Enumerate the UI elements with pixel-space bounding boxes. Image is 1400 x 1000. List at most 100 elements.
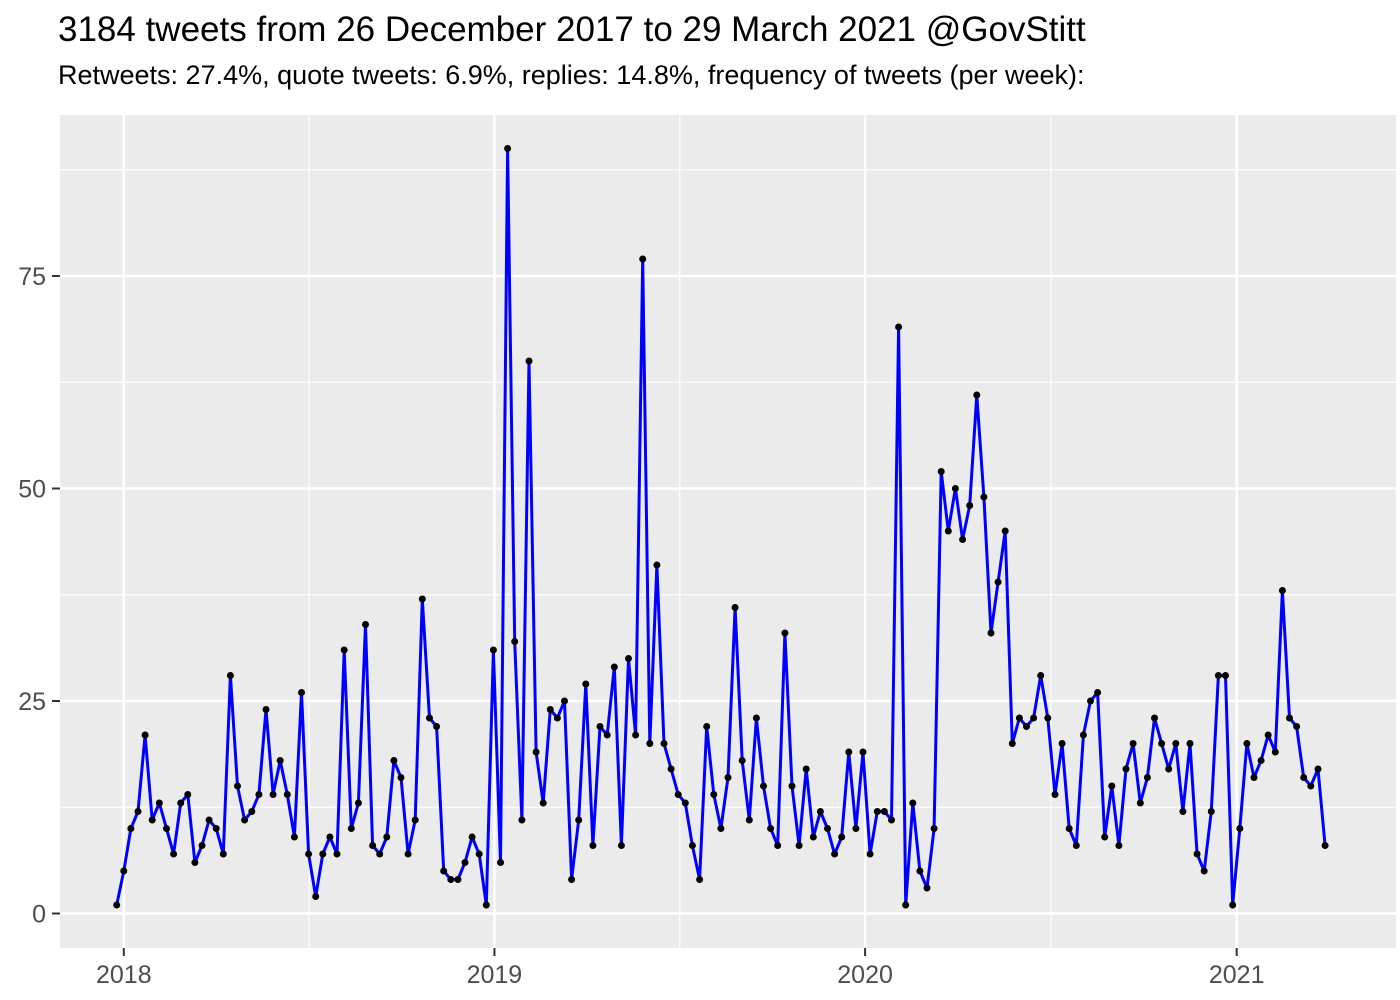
data-point: [696, 876, 704, 883]
data-point: [1271, 748, 1279, 756]
data-point: [845, 748, 853, 756]
data-point: [838, 833, 846, 841]
data-point: [1001, 527, 1009, 535]
data-point: [113, 901, 121, 909]
data-point: [298, 689, 305, 696]
data-point: [1151, 714, 1158, 722]
data-point: [127, 825, 135, 832]
data-point: [923, 884, 931, 892]
data-point: [980, 493, 988, 501]
data-point: [283, 791, 291, 798]
data-point: [532, 748, 540, 756]
data-point: [1122, 765, 1130, 773]
data-point: [440, 867, 448, 875]
data-point: [553, 714, 561, 722]
data-point: [1186, 740, 1194, 747]
data-point: [1193, 850, 1201, 858]
data-point: [1278, 587, 1286, 594]
data-point: [241, 816, 249, 824]
data-point: [937, 468, 945, 475]
data-point: [561, 697, 568, 705]
x-axis-label: 2020: [837, 961, 893, 989]
data-point: [290, 833, 298, 841]
data-point: [916, 867, 924, 875]
data-point: [1065, 825, 1073, 832]
data-point: [134, 808, 142, 815]
data-point: [1051, 791, 1059, 798]
y-axis-label: 0: [32, 901, 46, 929]
data-point: [177, 799, 185, 807]
data-point: [888, 816, 895, 824]
data-point: [376, 850, 384, 858]
data-point: [1015, 714, 1023, 722]
data-point: [262, 706, 270, 713]
data-point: [362, 621, 369, 628]
data-point: [1286, 714, 1293, 722]
data-point: [1115, 842, 1123, 849]
data-point: [781, 629, 789, 637]
data-point: [546, 706, 554, 713]
data-point: [390, 757, 398, 764]
data-point: [802, 765, 810, 773]
data-point: [1101, 833, 1109, 841]
data-point: [667, 765, 675, 773]
data-point: [155, 799, 163, 807]
data-point: [1321, 842, 1329, 849]
data-point: [831, 850, 839, 858]
chart-title: 3184 tweets from 26 December 2017 to 29 …: [58, 10, 1086, 49]
y-axis-label: 25: [18, 688, 46, 716]
data-point: [639, 255, 647, 263]
data-point: [902, 901, 910, 909]
data-point: [418, 595, 426, 603]
data-point: [966, 502, 974, 509]
y-axis-label: 50: [18, 476, 46, 504]
data-point: [788, 782, 796, 790]
data-point: [816, 808, 824, 815]
x-axis-label: 2018: [96, 961, 152, 989]
data-point: [1257, 757, 1265, 764]
data-point: [447, 876, 455, 883]
data-point: [354, 799, 362, 807]
data-point: [170, 850, 178, 858]
data-point: [312, 893, 320, 900]
data-point: [880, 808, 888, 815]
data-point: [269, 791, 277, 798]
data-point: [340, 646, 348, 654]
data-point: [731, 604, 739, 611]
data-point: [738, 757, 746, 764]
data-point: [347, 825, 355, 832]
data-point: [1200, 867, 1208, 875]
data-point: [596, 723, 604, 730]
data-point: [1108, 782, 1116, 790]
data-point: [1207, 808, 1215, 815]
data-point: [475, 850, 483, 858]
data-point: [497, 859, 504, 866]
data-point: [575, 816, 583, 824]
data-point: [1222, 672, 1229, 679]
data-point: [568, 876, 576, 883]
data-point: [1030, 714, 1038, 722]
data-point: [397, 774, 405, 781]
data-point: [369, 842, 377, 849]
data-point: [383, 833, 391, 841]
data-point: [1179, 808, 1187, 815]
data-point: [468, 833, 476, 841]
data-point: [603, 731, 611, 739]
data-point: [461, 859, 469, 866]
data-point: [1072, 842, 1080, 849]
data-point: [454, 876, 462, 883]
data-point: [809, 833, 817, 841]
data-point: [404, 850, 412, 858]
data-point: [994, 578, 1002, 586]
data-point: [1307, 782, 1315, 790]
data-point: [191, 859, 199, 866]
data-point: [944, 527, 952, 535]
data-point: [824, 825, 831, 832]
data-point: [148, 816, 156, 824]
data-point: [120, 867, 128, 875]
x-axis-label: 2019: [467, 961, 523, 989]
data-point: [681, 799, 689, 807]
data-point: [212, 825, 220, 832]
data-point: [1293, 723, 1301, 730]
